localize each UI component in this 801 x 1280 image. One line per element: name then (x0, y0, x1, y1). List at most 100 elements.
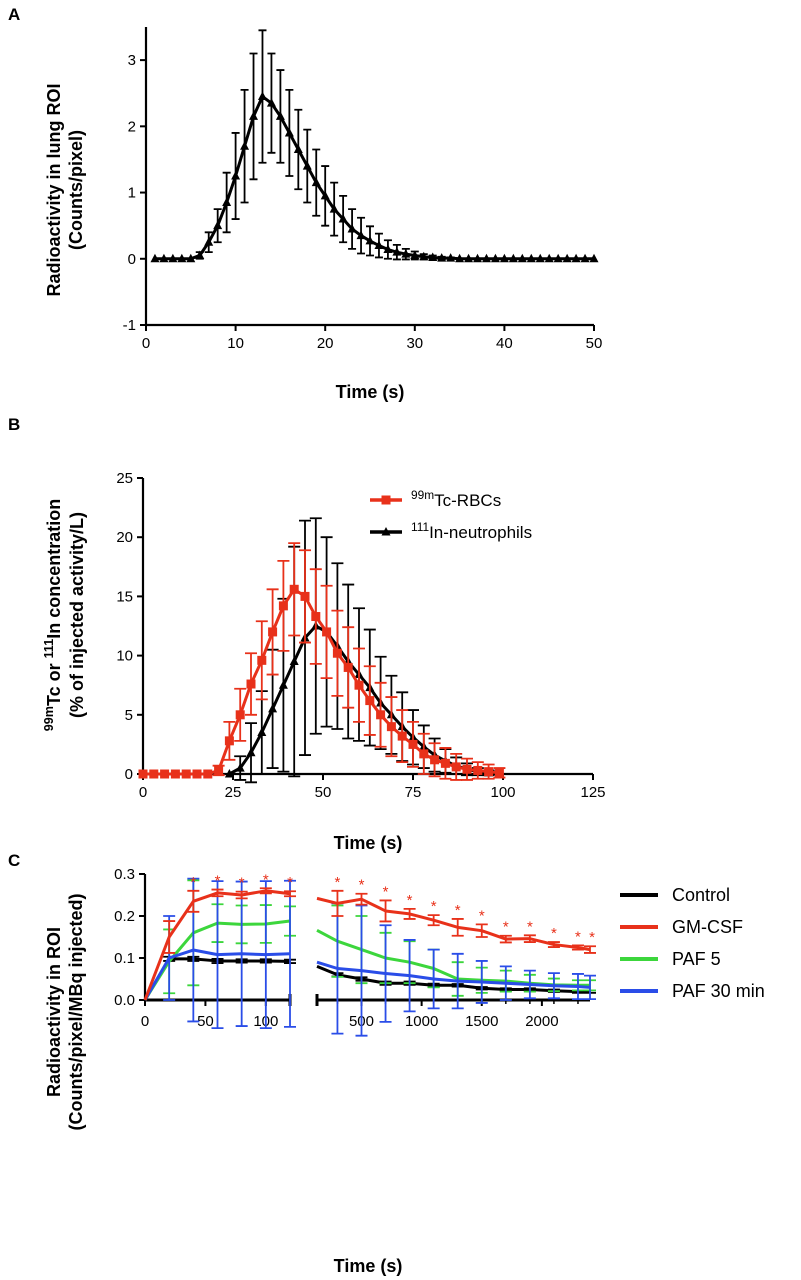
significance-star: * (239, 875, 245, 892)
data-point (170, 769, 180, 779)
data-point (408, 739, 418, 749)
data-point (149, 769, 159, 779)
data-point (320, 190, 330, 200)
data-point (235, 710, 245, 720)
panel-b-y-axis-label: 99mTc or 111In concentration (% of inject… (42, 499, 87, 732)
significance-star: * (455, 902, 461, 919)
x-tick-label: 25 (225, 784, 242, 801)
significance-star: * (335, 874, 341, 891)
panel-b-axes: 0 25 50 75 100 125 0 5 10 15 20 25 (116, 470, 605, 801)
data-point (192, 769, 202, 779)
data-point (289, 656, 299, 666)
significance-star: * (503, 919, 509, 936)
data-point (222, 197, 232, 206)
data-point (240, 141, 250, 150)
data-point (257, 91, 267, 101)
data-point (446, 253, 456, 262)
data-point (268, 703, 278, 713)
significance-star: * (359, 877, 365, 894)
y-tick-label: 0 (128, 251, 136, 268)
series-line (316, 960, 591, 989)
series-line (143, 587, 500, 776)
data-point (410, 250, 420, 259)
data-point (311, 612, 321, 622)
y-tick-label: 0.0 (114, 992, 135, 1009)
data-point (332, 648, 342, 658)
y-tick-label: 10 (116, 648, 133, 665)
x-tick-label: 10 (227, 335, 244, 352)
data-point (289, 584, 299, 594)
y-axis-label-line: (% of injected activity/L) (67, 512, 87, 718)
x-tick-label: 100 (490, 784, 515, 801)
data-point (589, 253, 599, 263)
series-line (154, 95, 594, 261)
panel-c-plot-area: * * * * * * * * * * * * * * * * * (143, 871, 596, 1037)
y-axis-label-line: (Counts/pixel) (66, 130, 86, 250)
data-point (257, 727, 267, 737)
panel-a-label: A (8, 5, 20, 24)
data-point (293, 144, 303, 154)
data-point (526, 253, 536, 263)
y-tick-label: 0.2 (114, 908, 135, 925)
data-point (499, 253, 509, 263)
significance-star: * (215, 873, 221, 890)
y-tick-label: 2 (128, 118, 136, 135)
data-point (365, 696, 375, 706)
data-point (213, 220, 223, 230)
legend-label: Control (672, 885, 730, 905)
data-point (481, 253, 491, 263)
data-point (544, 253, 554, 263)
data-point (440, 758, 450, 768)
legend-label: 111In-neutrophils (411, 520, 532, 542)
panel-b-x-axis-label: Time (s) (334, 833, 403, 853)
x-tick-label: 50 (315, 784, 332, 801)
data-point (231, 171, 241, 180)
data-point (275, 111, 285, 120)
data-point (376, 710, 386, 720)
data-point (473, 253, 483, 263)
data-point (168, 253, 178, 263)
data-point (311, 177, 321, 187)
legend-item: PAF 5 (620, 949, 721, 969)
data-point (553, 253, 563, 263)
x-tick-label: 30 (406, 335, 423, 352)
data-point (203, 769, 213, 779)
significance-star: * (479, 907, 485, 924)
significance-star: * (589, 929, 595, 946)
series-line (143, 889, 291, 1001)
x-tick-label: 40 (496, 335, 513, 352)
series-paf-30-min (143, 877, 596, 1037)
data-point (329, 204, 339, 213)
x-tick-label: 20 (317, 335, 334, 352)
data-point (181, 769, 191, 779)
data-point (214, 765, 224, 775)
significance-star: * (263, 871, 269, 888)
data-point (386, 722, 396, 732)
series-0 (138, 542, 506, 781)
x-tick-label: 125 (580, 784, 605, 801)
data-point (322, 627, 332, 637)
data-point (278, 601, 288, 611)
data-point (580, 253, 590, 263)
x-tick-label: 0 (142, 335, 150, 352)
data-point (419, 251, 429, 261)
panel-a-axes: 0 10 20 30 40 50 -1 0 1 2 3 (123, 27, 602, 352)
data-point (356, 230, 366, 240)
data-point (159, 253, 169, 263)
data-point (347, 223, 357, 233)
data-point (437, 253, 447, 262)
data-point (473, 765, 483, 775)
data-point (284, 127, 294, 137)
significance-star: * (407, 892, 413, 909)
data-point (195, 250, 205, 259)
legend-marker (381, 527, 391, 536)
panel-c-y-axis-label: Radioactivity in ROI (Counts/pixel/MBq in… (44, 893, 86, 1130)
y-axis-label-line: Radioactivity in lung ROI (44, 83, 64, 296)
data-point (562, 253, 572, 263)
data-point (383, 244, 393, 254)
data-point (300, 591, 310, 601)
data-point (455, 253, 465, 263)
significance-star: * (287, 874, 293, 891)
data-point (177, 253, 187, 263)
data-point (343, 662, 353, 672)
